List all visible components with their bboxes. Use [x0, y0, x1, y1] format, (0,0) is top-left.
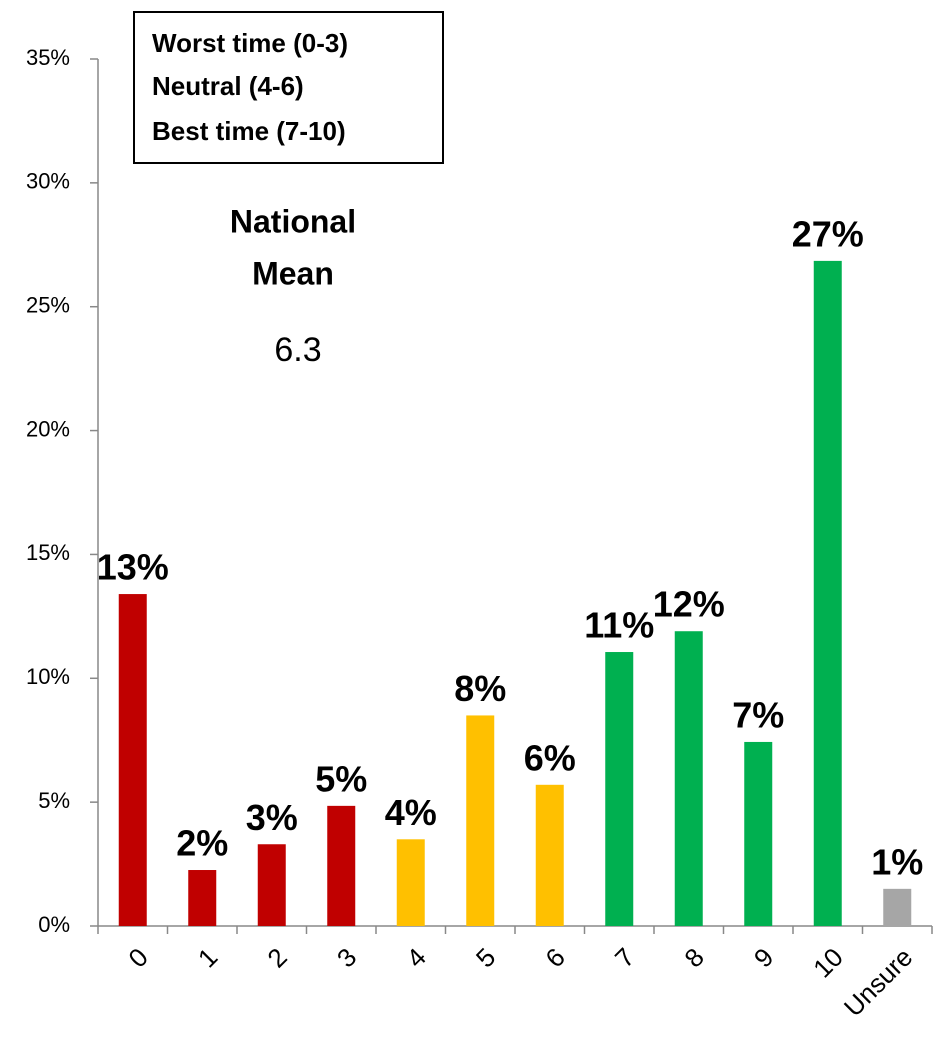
- bar: [674, 631, 703, 926]
- y-tick-label: 25%: [26, 293, 70, 318]
- annotation-title: Mean: [252, 255, 334, 291]
- bar: [605, 652, 634, 926]
- x-tick-label: 10: [807, 942, 849, 984]
- y-tick-label: 35%: [26, 45, 70, 70]
- x-tick-label: 4: [400, 942, 431, 973]
- value-label: 8%: [454, 668, 506, 709]
- x-tick-label: 0: [122, 942, 153, 973]
- value-label: 12%: [653, 584, 725, 625]
- bar: [535, 784, 564, 926]
- x-tick-label: 5: [470, 942, 501, 973]
- bar: [744, 741, 773, 926]
- bar: [396, 839, 425, 926]
- value-label: 27%: [792, 213, 864, 254]
- x-tick-label: 8: [678, 942, 709, 973]
- annotation-value: 6.3: [274, 331, 321, 369]
- x-tick-label: 6: [539, 942, 570, 973]
- annotation-title: National: [230, 203, 356, 239]
- x-tick-label: 7: [609, 942, 640, 973]
- y-tick-label: 20%: [26, 416, 70, 441]
- legend-text: Best time (7-10): [152, 116, 346, 146]
- x-tick-label: 1: [192, 942, 223, 973]
- value-label: 2%: [176, 823, 228, 864]
- y-tick-label: 0%: [38, 912, 70, 937]
- value-label: 13%: [97, 547, 169, 588]
- value-label: 4%: [385, 792, 437, 833]
- y-tick-label: 30%: [26, 169, 70, 194]
- bar: [118, 594, 147, 926]
- y-tick-label: 10%: [26, 664, 70, 689]
- y-tick-label: 15%: [26, 540, 70, 565]
- bar: [257, 844, 286, 926]
- legend-box: [133, 11, 444, 164]
- bar: [813, 260, 842, 926]
- value-label: 1%: [871, 841, 923, 882]
- legend-text: Neutral (4-6): [152, 71, 304, 101]
- value-label: 5%: [315, 758, 367, 799]
- x-tick-label: 2: [261, 942, 292, 973]
- value-label: 3%: [246, 797, 298, 838]
- legend-text: Worst time (0-3): [152, 28, 348, 58]
- bar: [883, 888, 912, 926]
- x-tick-label: Unsure: [838, 942, 918, 1022]
- bar: [327, 805, 356, 926]
- x-tick-label: 9: [748, 942, 779, 973]
- bar: [466, 715, 495, 926]
- value-label: 11%: [584, 605, 654, 646]
- y-tick-label: 5%: [38, 788, 70, 813]
- bar: [188, 870, 217, 926]
- x-tick-label: 3: [331, 942, 362, 973]
- value-label: 6%: [524, 737, 576, 778]
- value-label: 7%: [732, 694, 784, 735]
